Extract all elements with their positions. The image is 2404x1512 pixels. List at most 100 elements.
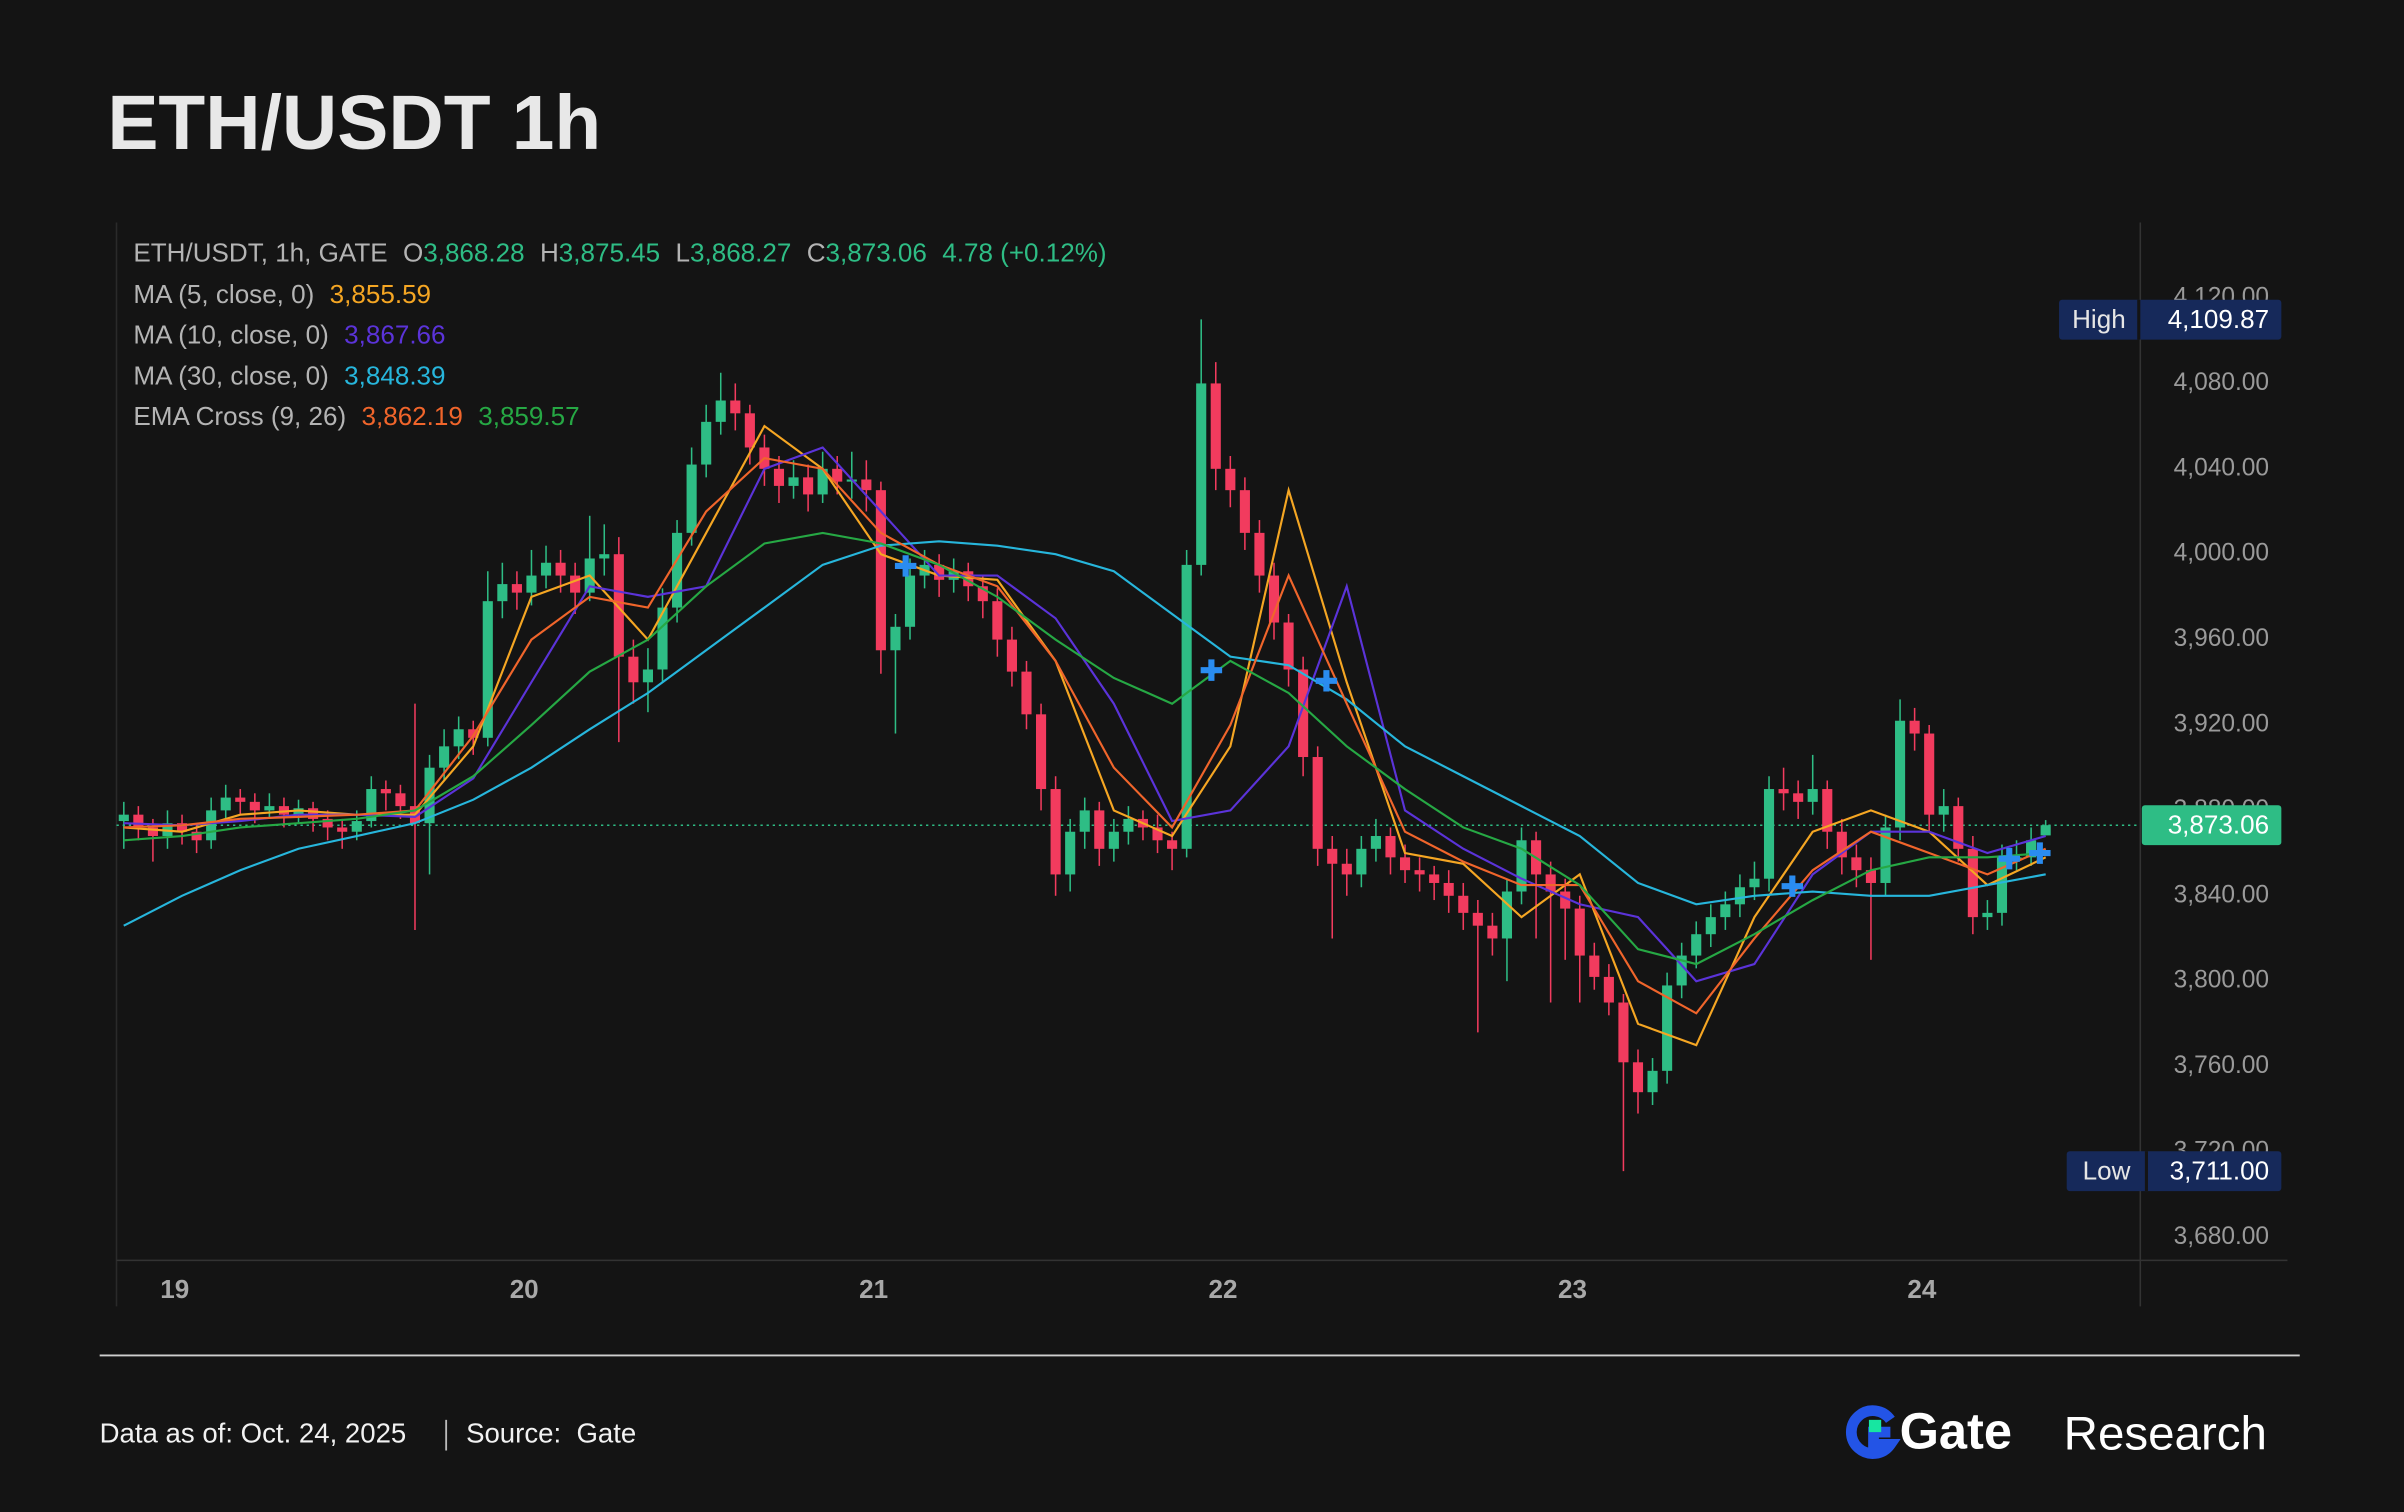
- candle-body: [1880, 827, 1891, 883]
- y-tick-label: 3,840.00: [2174, 881, 2269, 908]
- candle-body: [715, 400, 726, 422]
- candle-body: [1487, 925, 1498, 939]
- candle-body: [1298, 669, 1309, 758]
- indicator-value: 3,867.66: [344, 320, 445, 350]
- indicator-line: [123, 424, 2047, 1047]
- candle-body: [453, 729, 464, 747]
- candle-body: [1312, 757, 1323, 849]
- footer-date: Data as of: Oct. 24, 2025: [100, 1417, 407, 1448]
- candle-body: [1822, 789, 1833, 832]
- indicator-line: [123, 446, 2047, 983]
- legend-row: MA (30, close, 0) 3,848.39: [133, 360, 445, 390]
- legend-change: 4.78 (+0.12%): [942, 238, 1106, 268]
- candle-body: [861, 479, 872, 491]
- legend-ohlc-value: 3,873.06: [826, 238, 927, 268]
- candle-body: [482, 601, 493, 738]
- badge-label: Low: [2083, 1156, 2131, 1186]
- indicator-value: 3,862.19: [361, 401, 462, 431]
- candle-body: [875, 490, 886, 651]
- last-price-box: [2141, 805, 2282, 846]
- candle-body: [366, 789, 377, 822]
- legend-ohlc-key: L: [675, 238, 690, 268]
- indicator-label: MA (30, close, 0): [133, 360, 328, 390]
- candle-body: [1632, 1062, 1644, 1093]
- legend-symbol: ETH/USDT, 1h, GATE: [133, 238, 387, 268]
- candle-body: [133, 814, 144, 828]
- candle-body: [1705, 917, 1716, 935]
- indicator-label: MA (5, close, 0): [133, 279, 314, 309]
- legend: ETH/USDT, 1h, GATE O3,868.28 H3,875.45 L 3,8…: [133, 238, 1106, 431]
- x-tick-label: 20: [510, 1274, 539, 1304]
- indicator-label: MA (10, close, 0): [133, 320, 328, 350]
- candle-body: [1341, 863, 1352, 875]
- candle-body: [890, 626, 901, 651]
- legend-ohlc-key: H: [540, 238, 559, 268]
- candle-body: [1196, 383, 1207, 565]
- y-tick-label: 3,680.00: [2174, 1223, 2269, 1250]
- candle-body: [1035, 714, 1047, 790]
- cross-signal: [1200, 659, 1223, 681]
- candle-body: [832, 468, 843, 482]
- badge-label: High: [2072, 304, 2126, 334]
- footer-source: Source: Gate: [466, 1417, 636, 1448]
- legend-ohlc-value: 3,868.28: [423, 238, 524, 268]
- candle-body: [1836, 831, 1847, 858]
- candle-body: [308, 808, 319, 819]
- candle-body: [206, 810, 217, 841]
- candle-body: [992, 601, 1003, 640]
- x-tick-label: 24: [1907, 1274, 1936, 1304]
- candle-body: [1924, 733, 1935, 815]
- candle-body: [424, 767, 435, 824]
- candle-body: [1385, 836, 1396, 858]
- candle-body: [1938, 806, 1949, 815]
- cross-signal: [1315, 670, 1338, 692]
- candle-body: [788, 477, 799, 486]
- badge-value: 4,109.87: [2168, 304, 2269, 334]
- candle-body: [1152, 827, 1163, 841]
- x-tick-label: 22: [1209, 1274, 1238, 1304]
- badge-value: 3,711.00: [2170, 1156, 2269, 1186]
- indicator-value: 3,848.39: [344, 360, 445, 390]
- candle-body: [1327, 848, 1338, 864]
- indicator-value: 3,859.57: [478, 401, 579, 431]
- candle-body: [628, 656, 639, 683]
- candle-body: [220, 797, 231, 811]
- legend-ohlc-key: O: [403, 238, 423, 268]
- candle-body: [147, 827, 158, 837]
- candle-body: [337, 827, 348, 832]
- brand-sub: Research: [2064, 1407, 2267, 1460]
- candle-body: [1006, 639, 1017, 672]
- indicator-line: [123, 540, 2046, 927]
- candle-body: [1123, 818, 1134, 832]
- candle-body: [1167, 840, 1178, 849]
- candle-body: [672, 532, 683, 608]
- candle-body: [904, 575, 916, 627]
- chart-title: ETH/USDT 1h: [107, 81, 601, 166]
- candle-body: [1181, 564, 1192, 849]
- candle-body: [1720, 904, 1731, 918]
- candle-body: [1982, 912, 1993, 918]
- legend-ohlc-key: C: [807, 238, 826, 268]
- candle-body: [439, 746, 450, 768]
- candle-body: [1909, 720, 1920, 734]
- candle-body: [511, 584, 522, 593]
- candle-body: [1807, 789, 1818, 802]
- brand-name: Gate: [1900, 1403, 2012, 1460]
- candle-body: [1225, 468, 1236, 491]
- legend-row: MA (10, close, 0) 3,867.66: [133, 320, 445, 350]
- candle-body: [1734, 887, 1745, 905]
- candle-body: [1516, 840, 1527, 892]
- legend-row: EMA Cross (9, 26) 3,862.19 3,859.57: [133, 401, 579, 431]
- candle-body: [1545, 874, 1556, 892]
- candle-body: [1778, 789, 1789, 794]
- candle-body: [1283, 622, 1294, 670]
- indicator-label: EMA Cross (9, 26): [133, 401, 346, 431]
- x-tick-label: 19: [160, 1274, 189, 1304]
- candle-body: [1967, 848, 1978, 918]
- candle-body: [599, 554, 610, 559]
- candle-body: [701, 421, 712, 465]
- legend-ohlc-value: 3,875.45: [559, 238, 660, 268]
- candle-body: [570, 575, 581, 593]
- candle-body: [1399, 857, 1411, 871]
